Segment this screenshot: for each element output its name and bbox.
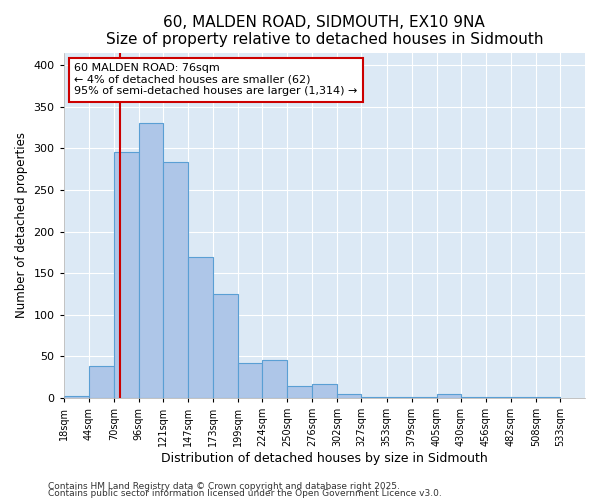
Bar [386, 397, 412, 398]
Bar [536, 397, 560, 398]
Bar [287, 386, 313, 398]
Bar [89, 366, 114, 398]
Bar [163, 162, 188, 398]
Text: Contains public sector information licensed under the Open Government Licence v3: Contains public sector information licen… [48, 490, 442, 498]
Bar [437, 394, 461, 398]
Title: 60, MALDEN ROAD, SIDMOUTH, EX10 9NA
Size of property relative to detached houses: 60, MALDEN ROAD, SIDMOUTH, EX10 9NA Size… [106, 15, 543, 48]
Text: Contains HM Land Registry data © Crown copyright and database right 2025.: Contains HM Land Registry data © Crown c… [48, 482, 400, 491]
Bar [262, 360, 287, 398]
Bar [114, 152, 139, 398]
X-axis label: Distribution of detached houses by size in Sidmouth: Distribution of detached houses by size … [161, 452, 488, 465]
Bar [238, 363, 262, 398]
Bar [486, 397, 511, 398]
Bar [213, 294, 238, 398]
Bar [511, 397, 536, 398]
Y-axis label: Number of detached properties: Number of detached properties [15, 132, 28, 318]
Bar [139, 124, 163, 398]
Bar [64, 396, 89, 398]
Bar [313, 384, 337, 398]
Bar [412, 397, 437, 398]
Text: 60 MALDEN ROAD: 76sqm
← 4% of detached houses are smaller (62)
95% of semi-detac: 60 MALDEN ROAD: 76sqm ← 4% of detached h… [74, 63, 358, 96]
Bar [188, 256, 213, 398]
Bar [361, 397, 386, 398]
Bar [337, 394, 361, 398]
Bar [461, 397, 486, 398]
